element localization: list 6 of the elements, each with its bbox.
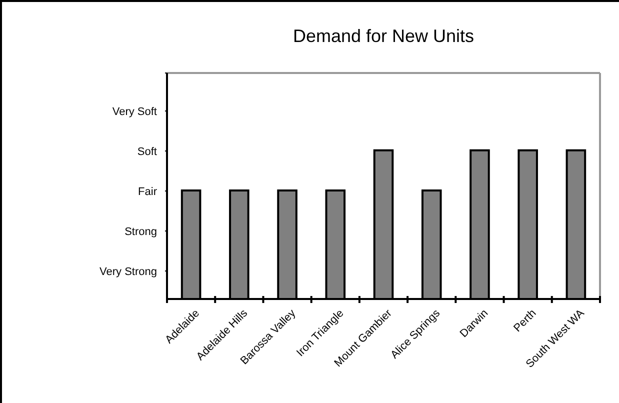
text: Soft	[137, 146, 157, 158]
text: Very Strong	[100, 266, 157, 278]
text: Very Soft	[112, 106, 157, 118]
chart-title: Demand for New Units	[292, 26, 474, 46]
text: Strong	[124, 226, 157, 238]
text: Fair	[138, 186, 158, 198]
